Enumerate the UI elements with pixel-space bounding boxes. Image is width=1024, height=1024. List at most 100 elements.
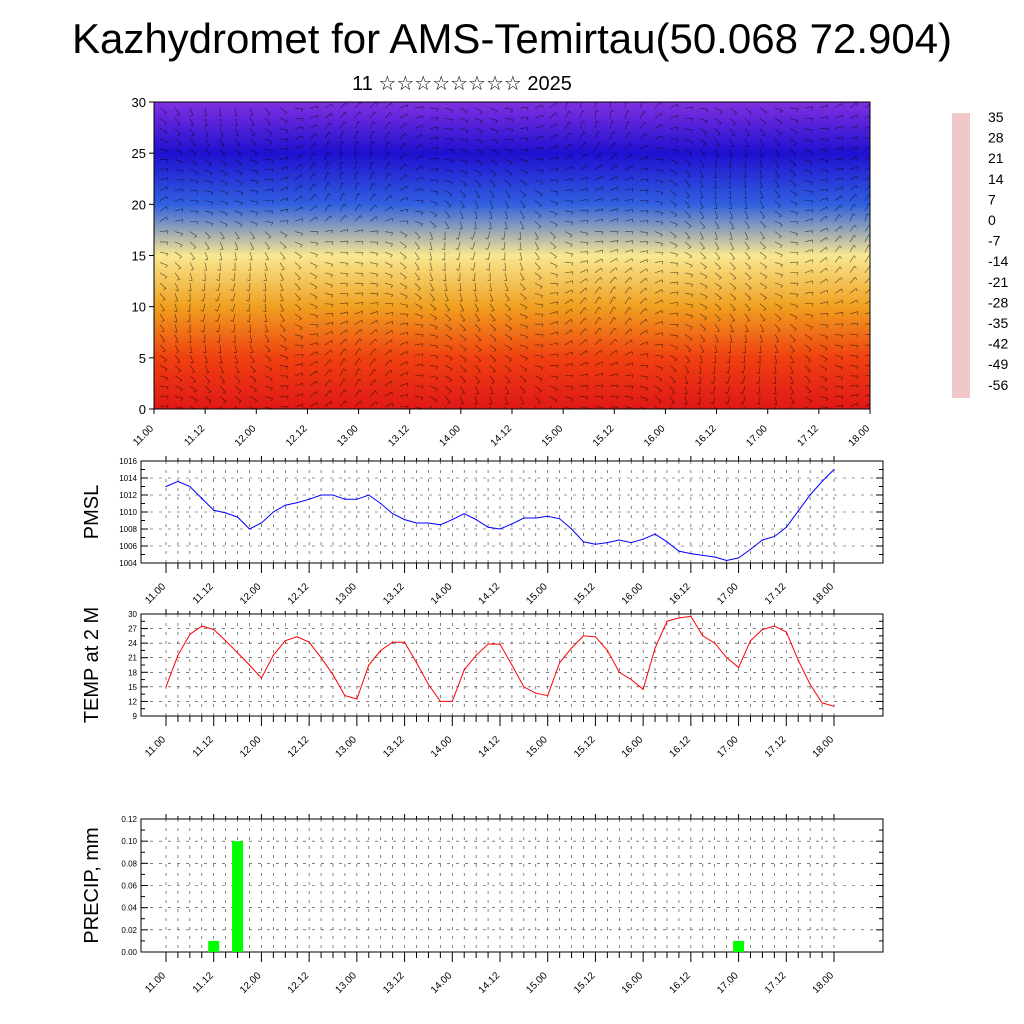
wind-barb xyxy=(579,209,588,212)
wind-barb-flag xyxy=(254,390,257,393)
wind-barb xyxy=(159,128,168,133)
wind-barb-flag xyxy=(493,349,497,352)
wind-barb-flag xyxy=(646,200,649,204)
wind-barb-flag xyxy=(686,196,690,199)
data-point xyxy=(511,523,513,525)
x-tick-label: 15.12 xyxy=(572,581,598,607)
wind-barb xyxy=(564,385,573,388)
wind-barb-flag xyxy=(315,254,318,258)
wind-barb xyxy=(579,307,586,315)
wind-barb xyxy=(519,406,522,409)
wind-barb-flag xyxy=(451,171,454,175)
wind-barb-flag xyxy=(166,216,168,220)
wind-barb-flag xyxy=(221,145,225,147)
wind-barb-flag xyxy=(472,290,476,292)
wind-barb-flag xyxy=(447,216,451,219)
wind-barb xyxy=(804,179,813,183)
wind-barb-flag xyxy=(645,399,648,402)
wind-barb-flag xyxy=(463,329,466,332)
wind-barb-flag xyxy=(451,160,454,164)
wind-barb xyxy=(729,355,731,364)
wind-barb xyxy=(384,141,389,150)
wind-barb xyxy=(217,283,221,291)
wind-barb-flag xyxy=(808,400,812,404)
wind-barb xyxy=(699,365,702,374)
wind-barb-flag xyxy=(404,152,407,156)
colorbar-label: -42 xyxy=(988,336,1008,352)
wind-barb xyxy=(294,372,303,377)
wind-barb xyxy=(324,215,331,222)
wind-barb xyxy=(399,122,407,129)
data-point xyxy=(248,528,251,530)
wind-barb-flag xyxy=(645,410,647,412)
wind-barb xyxy=(204,344,207,353)
wind-barb xyxy=(414,343,423,346)
wind-barb-flag xyxy=(406,314,409,318)
wind-barb xyxy=(804,209,813,212)
wind-barb xyxy=(504,282,509,291)
data-point xyxy=(809,683,811,686)
wind-barb xyxy=(384,282,393,286)
wind-barb xyxy=(489,313,496,321)
wind-barb xyxy=(159,262,168,266)
wind-barb-flag xyxy=(231,279,235,282)
wind-barb xyxy=(699,148,706,156)
wind-barb-flag xyxy=(780,274,784,278)
wind-barb-flag xyxy=(181,179,184,183)
wind-barb xyxy=(774,179,780,188)
wind-barb xyxy=(534,135,543,140)
wind-barb-flag xyxy=(779,245,783,248)
wind-barb xyxy=(774,107,783,112)
wind-barb xyxy=(819,148,828,151)
wind-barb xyxy=(774,365,777,374)
wind-barb xyxy=(864,224,870,232)
wind-barb-flag xyxy=(208,400,212,404)
wind-barb-flag xyxy=(586,165,588,169)
wind-barb-flag xyxy=(388,131,391,135)
wind-barb xyxy=(399,163,406,171)
wind-barb xyxy=(414,282,421,290)
wind-barb-flag xyxy=(778,215,782,218)
wind-barb xyxy=(429,107,438,110)
wind-barb-flag xyxy=(179,379,183,383)
wind-barb xyxy=(429,323,438,328)
wind-barb-flag xyxy=(361,252,364,256)
wind-barb xyxy=(249,355,255,363)
wind-barb-flag xyxy=(355,161,359,164)
wind-barb-flag xyxy=(254,152,258,156)
wind-barb-flag xyxy=(524,183,528,187)
wind-barb-flag xyxy=(331,241,334,245)
wind-barb-flag xyxy=(812,292,814,296)
wind-barb-flag xyxy=(441,248,445,251)
wind-barb xyxy=(204,148,211,156)
wind-barb xyxy=(729,293,737,299)
wind-barb-flag xyxy=(448,205,452,208)
wind-barb-flag xyxy=(571,299,573,303)
wind-barb-flag xyxy=(301,206,303,211)
wind-barb-flag xyxy=(417,288,421,291)
wind-barb-flag xyxy=(434,317,438,321)
wind-barb-flag xyxy=(792,340,796,342)
wind-barb-flag xyxy=(225,202,228,206)
wind-barb-flag xyxy=(391,391,393,396)
wind-barb xyxy=(519,159,528,162)
wind-barb xyxy=(189,251,196,259)
wind-barb-flag xyxy=(626,110,630,113)
wind-barb-flag xyxy=(747,309,751,312)
wind-barb xyxy=(339,302,348,305)
wind-barb xyxy=(849,299,858,305)
wind-barb xyxy=(204,231,211,238)
wind-barb-flag xyxy=(406,305,409,309)
wind-barb-flag xyxy=(180,161,183,165)
data-point xyxy=(380,649,382,652)
wind-barb-flag xyxy=(300,336,304,340)
wind-barb xyxy=(189,148,197,155)
wind-barb xyxy=(204,128,209,137)
wind-barb-flag xyxy=(218,114,222,117)
wind-barb xyxy=(579,241,589,243)
data-point xyxy=(570,528,573,530)
wind-barb xyxy=(249,385,257,391)
wind-barb xyxy=(249,365,256,372)
wind-barb-flag xyxy=(376,320,378,324)
wind-barb xyxy=(414,323,423,326)
